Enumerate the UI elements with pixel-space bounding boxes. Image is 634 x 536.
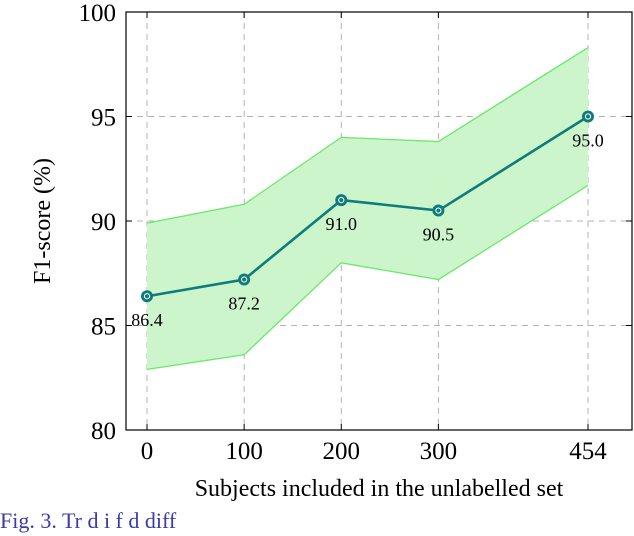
data-point-marker — [238, 273, 251, 286]
data-point-marker-ring — [584, 113, 592, 120]
figure-caption: Fig. 3. Tr d i f d diff — [0, 508, 177, 533]
data-point-100 — [238, 273, 251, 286]
y-tick-label-85: 85 — [91, 314, 116, 341]
data-point-marker-ring — [143, 293, 151, 300]
y-tick-label-90: 90 — [91, 209, 116, 236]
data-point-marker-ring — [435, 207, 442, 214]
y-tick-label-100: 100 — [79, 0, 117, 27]
data-point-200 — [335, 194, 348, 207]
y-axis-label: F1-score (%) — [30, 158, 56, 284]
data-point-454 — [582, 110, 594, 123]
y-axis-ticks: 80 85 90 95 100 — [79, 0, 632, 445]
x-tick-label-200: 200 — [323, 438, 361, 465]
data-point-0 — [141, 290, 153, 303]
data-labels: 86.4 87.2 91.0 90.5 95.0 — [131, 131, 604, 331]
data-points — [141, 110, 594, 303]
confidence-band-upper-edge — [146, 46, 589, 224]
x-axis-label: Subjects included in the unlabelled set — [195, 476, 564, 502]
data-point-marker — [582, 110, 594, 123]
data-label-100: 87.2 — [228, 294, 260, 314]
f1-score-line-chart: 86.4 87.2 91.0 90.5 95.0 0 100 200 300 454 80 85 9… — [30, 0, 633, 502]
x-tick-label-300: 300 — [420, 438, 458, 465]
x-tick-label-0: 0 — [141, 438, 154, 465]
y-tick-label-80: 80 — [91, 418, 116, 445]
data-point-300 — [432, 204, 445, 217]
x-axis-ticks: 0 100 200 300 454 — [141, 12, 607, 465]
confidence-band — [147, 47, 588, 370]
data-point-marker — [141, 290, 153, 303]
data-label-200: 91.0 — [326, 214, 358, 234]
data-label-0: 86.4 — [131, 310, 163, 330]
data-point-marker — [335, 194, 348, 207]
x-tick-label-100: 100 — [225, 438, 263, 465]
data-point-marker-ring — [241, 276, 248, 283]
y-tick-label-95: 95 — [91, 105, 116, 132]
data-point-marker — [432, 204, 445, 217]
data-label-300: 90.5 — [423, 225, 455, 245]
confidence-band-lower-edge — [146, 184, 589, 371]
data-point-marker-ring — [338, 197, 345, 204]
data-label-454: 95.0 — [572, 131, 604, 151]
x-tick-label-454: 454 — [569, 438, 607, 465]
